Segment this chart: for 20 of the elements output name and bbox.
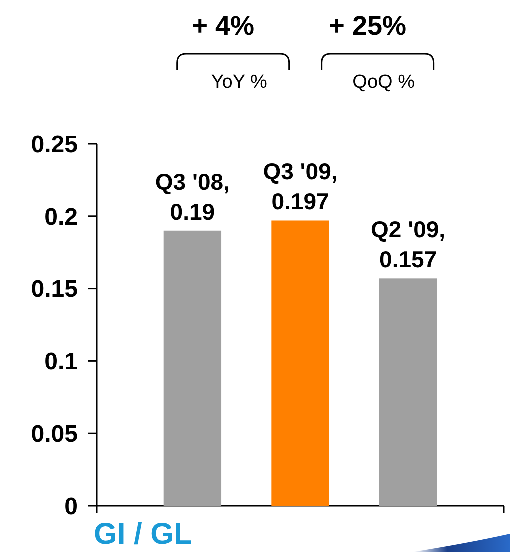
text: QoQ % xyxy=(352,72,416,93)
series-label: Q3 '09, xyxy=(263,158,338,185)
bar xyxy=(164,230,222,506)
text: YoY % xyxy=(211,72,268,93)
series-label: Q3 '08, xyxy=(155,168,230,195)
data-label: 0.157 xyxy=(380,246,438,273)
text: + 4% xyxy=(192,11,254,41)
text: GI / GL xyxy=(94,518,192,551)
data-label: 0.19 xyxy=(170,198,216,225)
y-tick-label: 0.15 xyxy=(31,276,78,304)
y-tick-label: 0.1 xyxy=(44,348,78,376)
y-tick-label: 0.2 xyxy=(44,204,78,231)
bar xyxy=(379,278,438,506)
text: + 25% xyxy=(329,11,406,41)
y-tick-label: 0.25 xyxy=(31,131,78,158)
y-tick-label: 0 xyxy=(64,493,78,520)
data-label: 0.197 xyxy=(272,188,330,215)
bar xyxy=(272,220,330,506)
series-label: Q2 '09, xyxy=(371,216,446,243)
y-tick-label: 0.05 xyxy=(31,421,78,448)
